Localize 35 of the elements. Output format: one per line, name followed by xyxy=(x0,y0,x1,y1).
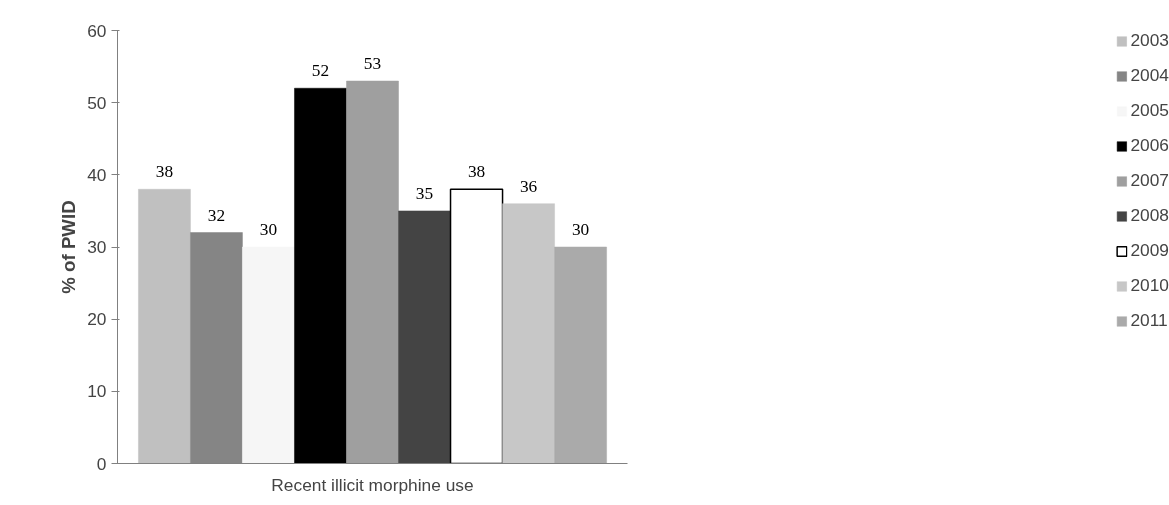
y-axis-title: % of PWID xyxy=(58,200,80,294)
y-tick-label: 40 xyxy=(87,164,107,185)
legend-label: 2006 xyxy=(1130,135,1169,156)
x-tick-label: Recent illicit morphine use xyxy=(271,474,474,495)
y-tick-label: 50 xyxy=(87,92,107,113)
data-label: 36 xyxy=(519,176,538,196)
legend-label: 2007 xyxy=(1130,170,1169,191)
y-tick-label: 20 xyxy=(87,309,107,330)
bar xyxy=(398,210,451,464)
legend-label: 2011 xyxy=(1130,310,1168,331)
bar xyxy=(242,246,295,464)
y-tick-label: 10 xyxy=(87,381,107,402)
legend-label: 2008 xyxy=(1130,205,1169,226)
data-label: 32 xyxy=(207,205,226,225)
y-tick-label: 30 xyxy=(87,237,107,257)
y-tick-label: 0 xyxy=(96,453,107,474)
data-label: 53 xyxy=(363,54,382,74)
bar xyxy=(346,80,399,464)
legend-label: 2009 xyxy=(1130,240,1169,261)
bar xyxy=(502,203,555,464)
data-label: 38 xyxy=(155,162,174,182)
data-label: 30 xyxy=(259,220,278,239)
bar xyxy=(554,246,607,464)
legend-label: 2010 xyxy=(1130,275,1169,296)
legend-label: 2004 xyxy=(1130,65,1169,86)
bar xyxy=(138,189,191,464)
data-label: 38 xyxy=(467,162,486,182)
legend-label: 2003 xyxy=(1130,30,1169,51)
data-label: 35 xyxy=(415,183,434,203)
data-label: 52 xyxy=(311,61,330,81)
bar xyxy=(294,87,347,464)
data-label: 30 xyxy=(571,220,590,239)
bar xyxy=(449,188,504,464)
y-tick-label: 60 xyxy=(87,20,107,41)
legend-label: 2005 xyxy=(1130,100,1169,121)
